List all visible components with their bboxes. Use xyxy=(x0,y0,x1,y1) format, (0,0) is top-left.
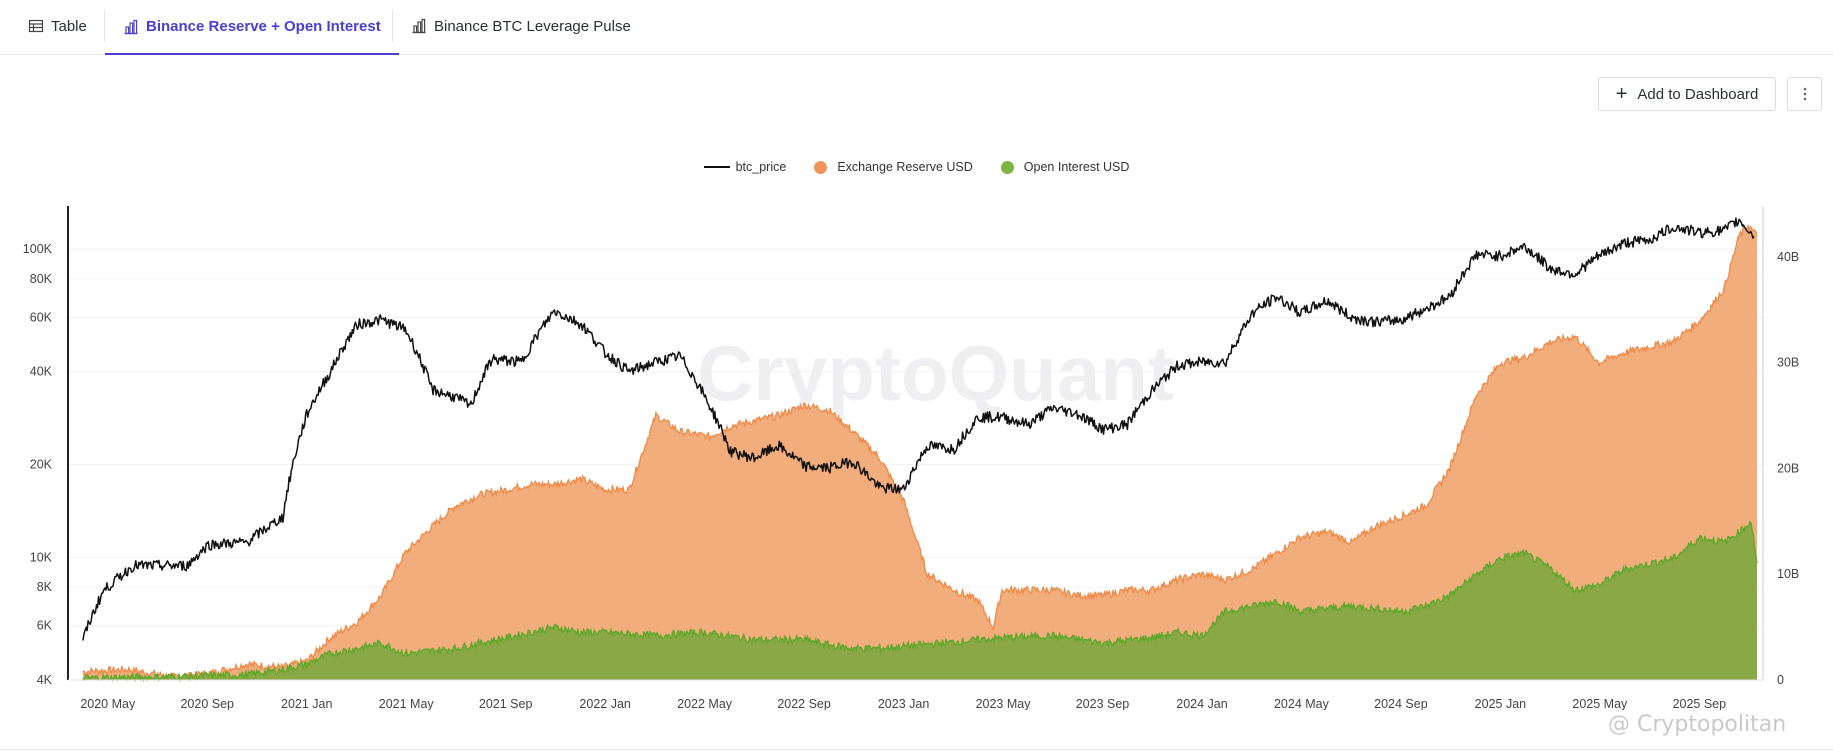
left-tick-label: 40K xyxy=(30,365,53,379)
chart-legend: btc_price Exchange Reserve USD Open Inte… xyxy=(0,160,1833,174)
bar-chart-icon xyxy=(412,18,426,34)
tab-table-label: Table xyxy=(51,17,87,35)
tab-binance-btc-leverage-pulse[interactable]: Binance BTC Leverage Pulse xyxy=(411,0,631,52)
left-tick-label: 80K xyxy=(30,272,53,286)
right-tick-label: 10B xyxy=(1777,567,1799,581)
tab-table[interactable]: Table xyxy=(28,0,87,52)
x-tick-label: 2023 May xyxy=(976,697,1032,710)
legend-label: Exchange Reserve USD xyxy=(837,160,973,174)
legend-dot-swatch xyxy=(1000,160,1014,174)
legend-item-exchange-reserve[interactable]: Exchange Reserve USD xyxy=(814,160,973,174)
x-tick-label: 2021 May xyxy=(379,697,435,710)
left-tick-label: 20K xyxy=(30,458,53,472)
legend-item-btc-price[interactable]: btc_price xyxy=(703,160,787,174)
add-to-dashboard-button[interactable]: + Add to Dashboard xyxy=(1598,77,1776,111)
tab-leverage-pulse-label: Binance BTC Leverage Pulse xyxy=(434,17,631,35)
x-tick-label: 2025 Sep xyxy=(1673,697,1727,710)
x-tick-label: 2021 Sep xyxy=(479,697,533,710)
left-tick-label: 100K xyxy=(23,242,53,256)
right-tick-label: 0 xyxy=(1777,673,1784,687)
left-tick-label: 4K xyxy=(37,673,53,687)
x-tick-label: 2022 Sep xyxy=(777,697,831,710)
add-to-dashboard-label: Add to Dashboard xyxy=(1637,85,1759,103)
tab-binance-reserve-open-interest[interactable]: Binance Reserve + Open Interest xyxy=(105,0,399,55)
legend-item-open-interest[interactable]: Open Interest USD xyxy=(1000,160,1130,174)
x-tick-label: 2022 Jan xyxy=(579,697,630,710)
tab-bar: Table Binance Reserve + Open Interest Bi… xyxy=(0,0,1833,55)
right-tick-label: 20B xyxy=(1777,461,1799,475)
legend-line-swatch xyxy=(703,166,730,168)
tab-divider xyxy=(392,10,393,42)
x-tick-label: 2023 Sep xyxy=(1076,697,1130,710)
right-tick-label: 40B xyxy=(1777,250,1799,264)
x-tick-label: 2023 Jan xyxy=(878,697,929,710)
tab-binance-reserve-label: Binance Reserve + Open Interest xyxy=(146,18,381,35)
left-tick-label: 6K xyxy=(37,619,53,633)
table-icon xyxy=(28,19,44,33)
btc-price-line xyxy=(82,217,1755,641)
bar-chart-icon xyxy=(124,19,138,34)
left-tick-label: 8K xyxy=(37,580,53,594)
x-tick-label: 2021 Jan xyxy=(281,697,332,710)
bottom-divider xyxy=(0,749,1833,750)
chart-area: CryptoQuant 4K 6K 8K 10K 20K 40K 60K 80K 100K 0 10B… xyxy=(23,206,1799,710)
x-tick-label: 2024 May xyxy=(1274,697,1330,710)
cryptoquant-watermark: CryptoQuant xyxy=(697,329,1174,417)
legend-label: Open Interest USD xyxy=(1023,160,1130,174)
more-vertical-icon xyxy=(1803,87,1806,101)
left-tick-label: 60K xyxy=(30,310,53,324)
plus-icon: + xyxy=(1615,83,1628,105)
legend-label: btc_price xyxy=(735,160,787,174)
x-tick-label: 2020 Sep xyxy=(180,697,234,710)
right-tick-label: 30B xyxy=(1777,356,1799,370)
x-tick-label: 2022 May xyxy=(677,697,733,710)
exchange-reserve-series-area xyxy=(82,225,1757,681)
watermark-text: @ Cryptopolitan xyxy=(1608,712,1787,737)
left-tick-label: 10K xyxy=(30,550,53,564)
x-tick-label: 2025 May xyxy=(1572,697,1628,710)
x-tick-label: 2024 Jan xyxy=(1176,697,1227,710)
x-tick-label: 2020 May xyxy=(80,697,136,710)
legend-dot-swatch xyxy=(814,160,828,174)
x-tick-label: 2024 Sep xyxy=(1374,697,1428,710)
exchange-reserve-series-line xyxy=(82,223,1758,682)
more-options-button[interactable] xyxy=(1787,77,1822,111)
tab-divider xyxy=(104,10,105,42)
x-tick-label: 2025 Jan xyxy=(1475,697,1526,710)
open-interest-series-line xyxy=(82,520,1758,683)
